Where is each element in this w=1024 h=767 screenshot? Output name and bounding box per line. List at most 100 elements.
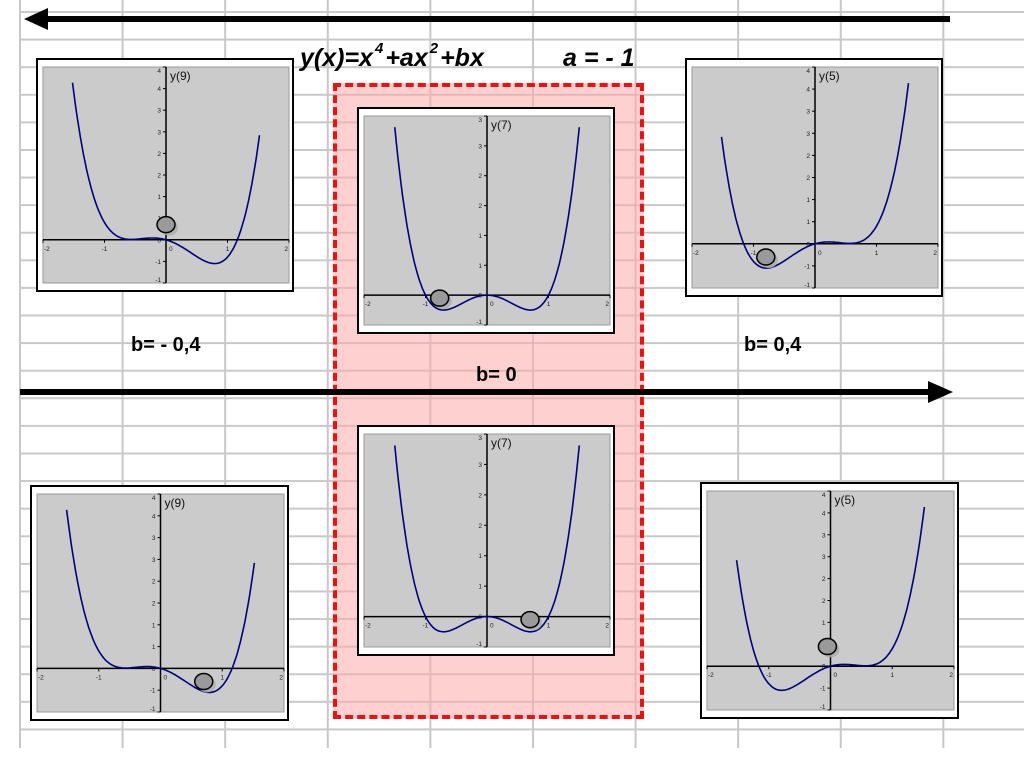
b-zero-label: b= 0 — [476, 364, 517, 386]
x-tick-label: 0 — [818, 250, 822, 257]
y-tick-label: 1 — [157, 194, 161, 201]
y-tick-label: 1 — [822, 620, 826, 627]
y-tick-label: 0 — [152, 666, 156, 673]
y-tick-label: 1 — [152, 644, 156, 651]
y-tick-label: 2 — [152, 579, 156, 586]
y-tick-label: 4 — [822, 492, 826, 499]
y-tick-label: 2 — [822, 576, 826, 583]
y-tick-label: -1 — [155, 259, 161, 266]
x-tick-label: -1 — [96, 674, 102, 681]
y-tick-label: 3 — [478, 462, 482, 469]
y-tick-label: 0 — [806, 241, 810, 248]
ball-marker — [756, 248, 776, 266]
x-tick-label: -1 — [423, 301, 429, 308]
function-curve — [735, 506, 926, 692]
y-tick-label: 3 — [822, 554, 826, 561]
y-tick-label: 3 — [478, 435, 482, 442]
y-tick-label: -1 — [476, 641, 482, 648]
y-tick-label: 1 — [478, 584, 482, 591]
x-tick-label: 1 — [226, 246, 230, 253]
formula-part-2: +ax — [385, 44, 428, 72]
y-tick-label: 1 — [806, 219, 810, 226]
y-tick-label: 4 — [806, 68, 810, 75]
x-tick-label: -2 — [38, 674, 44, 681]
chart-title: y(5) — [834, 493, 856, 507]
y-tick-label: 4 — [152, 495, 156, 502]
y-tick-label: 2 — [478, 492, 482, 499]
x-tick-label: -1 — [766, 672, 772, 679]
function-curve — [394, 127, 581, 311]
y-tick-label: 3 — [806, 131, 810, 138]
formula-exponent-1: 4 — [374, 40, 384, 57]
y-tick-label: -1 — [476, 319, 482, 326]
ball-marker — [817, 637, 838, 656]
x-tick-label: -1 — [423, 623, 429, 630]
function-curve — [394, 445, 581, 633]
y-tick-label: -1 — [820, 686, 826, 693]
right-arrow — [20, 381, 953, 403]
chart-top-middle: -2 -1 0 1 2 -1 0 1 1 2 2 3 3 y(7) — [357, 107, 615, 334]
y-tick-label: 1 — [478, 263, 482, 270]
formula-part-1: y(x)=x — [300, 44, 373, 72]
function-formula: y(x)=x 4+ax 2+bx — [300, 40, 484, 73]
x-tick-label: 0 — [490, 301, 494, 308]
formula-part-3: +bx — [440, 44, 484, 72]
y-tick-label: -1 — [804, 263, 810, 270]
chart-title: y(9) — [164, 496, 186, 510]
left-arrow — [24, 8, 950, 30]
y-tick-label: 2 — [157, 151, 161, 158]
y-tick-label: 4 — [157, 86, 161, 93]
y-tick-label: 3 — [157, 129, 161, 136]
y-tick-label: -1 — [804, 282, 810, 289]
y-tick-label: 4 — [822, 510, 826, 517]
chart-bottom-left: -2 -1 0 1 2 -1 -1 0 1 1 2 2 3 3 4 4 y(9) — [30, 485, 289, 721]
y-tick-label: 2 — [478, 203, 482, 210]
y-tick-label: -1 — [150, 688, 156, 695]
y-tick-label: 2 — [806, 175, 810, 182]
y-tick-label: 0 — [157, 237, 161, 244]
parameter-a-label: a = - 1 — [563, 44, 635, 72]
x-tick-label: 0 — [490, 623, 494, 630]
y-tick-label: 1 — [152, 622, 156, 629]
x-tick-label: -2 — [708, 672, 714, 679]
x-tick-label: 0 — [164, 674, 168, 681]
x-tick-label: -2 — [693, 250, 699, 257]
y-tick-label: 1 — [478, 553, 482, 560]
x-tick-label: 0 — [169, 246, 173, 253]
x-tick-label: -1 — [751, 250, 757, 257]
ball-marker — [429, 289, 450, 307]
chart-top-right: -2 -1 0 1 2 -1 -1 0 1 1 2 2 3 3 4 4 y(5) — [685, 58, 943, 297]
y-tick-label: 1 — [806, 197, 810, 204]
chart-title: y(5) — [819, 69, 840, 83]
formula-exponent-2: 2 — [429, 40, 439, 57]
y-tick-label: -1 — [155, 277, 161, 284]
b-negative-label: b= - 0,4 — [131, 334, 201, 356]
y-tick-label: 3 — [152, 557, 156, 564]
x-tick-label: 0 — [834, 672, 838, 679]
x-tick-label: 2 — [284, 246, 288, 253]
x-tick-label: 1 — [875, 250, 879, 257]
chart-title: y(7) — [491, 436, 512, 450]
ball-marker — [156, 215, 176, 234]
chart-title: y(9) — [170, 69, 191, 83]
x-tick-label: -2 — [365, 301, 371, 308]
y-tick-label: 3 — [152, 535, 156, 542]
x-tick-label: 1 — [547, 623, 551, 630]
y-tick-label: -1 — [820, 704, 826, 711]
x-tick-label: 1 — [220, 674, 224, 681]
y-tick-label: 3 — [478, 143, 482, 150]
y-tick-label: 3 — [157, 108, 161, 115]
x-tick-label: -1 — [102, 246, 108, 253]
ball-marker — [193, 672, 214, 691]
ball-marker — [520, 610, 540, 629]
x-tick-label: 1 — [547, 301, 551, 308]
y-tick-label: 2 — [806, 153, 810, 160]
